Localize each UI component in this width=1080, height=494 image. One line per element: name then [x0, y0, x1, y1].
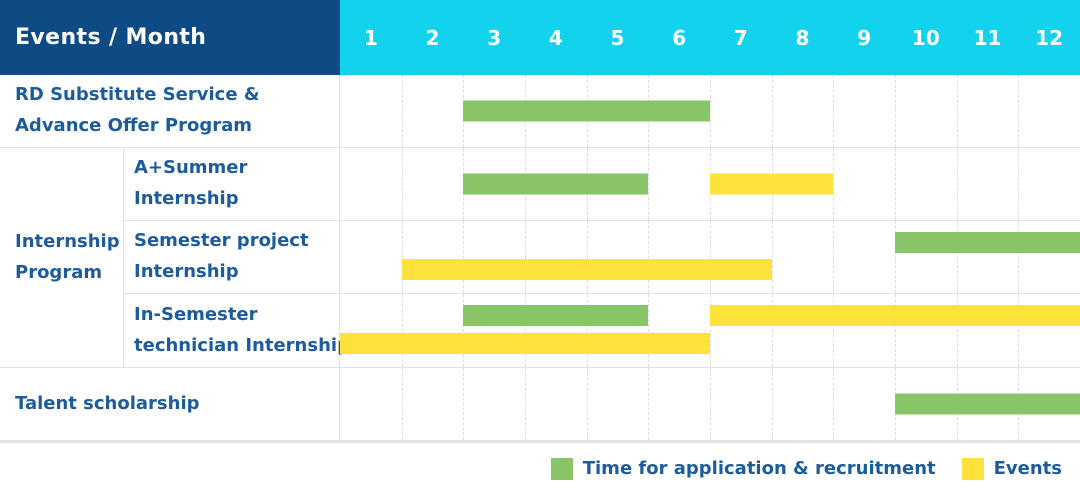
legend: Time for application & recruitment Events: [0, 443, 1080, 494]
month-gridline: [771, 368, 773, 440]
row-sublabel: A+Summer Internship: [124, 148, 340, 221]
month-gridline: [956, 148, 958, 220]
month-header-11: 11: [973, 25, 1002, 50]
legend-swatch-yellow-icon: [961, 457, 984, 480]
row-chart-area: [340, 148, 1080, 221]
month-gridline: [710, 75, 711, 147]
month-gridline: [710, 221, 711, 293]
month-gridline: [648, 148, 650, 220]
month-gridline: [771, 221, 773, 293]
gantt-bar-application: [463, 100, 710, 122]
month-gridline: [463, 368, 465, 440]
month-gridline: [833, 148, 835, 220]
month-gridline: [1018, 75, 1020, 147]
month-gridline: [1018, 221, 1020, 293]
month-gridline: [710, 368, 711, 440]
month-gridline: [833, 368, 835, 440]
month-header-5: 5: [610, 25, 625, 50]
month-gridline: [648, 368, 650, 440]
legend-swatch-green-icon: [550, 457, 573, 480]
month-header-7: 7: [733, 25, 748, 50]
month-gridline: [771, 294, 773, 367]
gantt-bar-application: [895, 393, 1080, 415]
legend-item-green: Time for application & recruitment: [550, 457, 936, 480]
month-header-12: 12: [1035, 25, 1064, 50]
month-header-row: 1 2 3 4 5 6 7 8 9 10 11 12: [340, 0, 1080, 75]
month-header-10: 10: [911, 25, 940, 50]
row-chart-area: [340, 368, 1080, 441]
month-gridline: [463, 294, 465, 367]
gantt-bar-event: [710, 173, 834, 195]
month-gridline: [895, 221, 896, 293]
month-header-3: 3: [487, 25, 502, 50]
month-gridline: [956, 294, 958, 367]
month-gridline: [525, 294, 526, 367]
row-chart-area: [340, 294, 1080, 368]
month-gridline: [1018, 148, 1020, 220]
row-label: Talent scholarship: [0, 368, 340, 441]
gantt-bar-application: [463, 305, 649, 326]
month-gridline: [956, 221, 958, 293]
legend-label: Events: [993, 458, 1062, 479]
month-gridline: [586, 368, 588, 440]
month-gridline: [833, 221, 835, 293]
month-gridline: [401, 368, 403, 440]
month-gridline: [1018, 294, 1020, 367]
month-gridline: [586, 221, 588, 293]
gantt-bar-event: [340, 333, 710, 354]
month-gridline: [401, 148, 403, 220]
month-gridline: [895, 148, 896, 220]
month-header-8: 8: [795, 25, 810, 50]
group-label: Internship Program: [0, 148, 124, 368]
month-gridline: [895, 294, 896, 367]
month-gridline: [710, 294, 711, 367]
month-gridline: [463, 221, 465, 293]
table-header-events-month: Events / Month: [0, 0, 340, 75]
month-gridline: [833, 75, 835, 147]
month-gridline: [401, 75, 403, 147]
legend-label: Time for application & recruitment: [582, 458, 936, 479]
month-header-4: 4: [548, 25, 563, 50]
legend-item-yellow: Events: [961, 457, 1062, 480]
month-gridline: [833, 294, 835, 367]
gantt-table: Events / Month 1 2 3 4 5 6 7 8 9 10 11 12 RD Substi…: [0, 0, 1080, 443]
gantt-bar-application: [463, 173, 649, 195]
month-gridline: [648, 221, 650, 293]
month-header-2: 2: [425, 25, 440, 50]
month-gridline: [401, 221, 403, 293]
month-gridline: [401, 294, 403, 367]
row-sublabel: In-Semester technician Internship: [124, 294, 350, 368]
gantt-bar-event: [401, 259, 772, 280]
month-gridline: [956, 75, 958, 147]
month-header-1: 1: [363, 25, 378, 50]
row-sublabel: Semester project Internship: [124, 221, 340, 294]
month-gridline: [895, 75, 896, 147]
month-gridline: [648, 294, 650, 367]
month-header-9: 9: [857, 25, 872, 50]
gantt-bar-event: [710, 305, 1080, 326]
month-gridline: [771, 75, 773, 147]
month-gridline: [525, 368, 526, 440]
month-header-6: 6: [672, 25, 687, 50]
row-chart-area: [340, 75, 1080, 148]
row-chart-area: [340, 221, 1080, 294]
gantt-bar-application: [895, 232, 1080, 253]
month-gridline: [586, 294, 588, 367]
row-label: RD Substitute Service & Advance Offer Pr…: [0, 75, 340, 148]
month-gridline: [525, 221, 526, 293]
